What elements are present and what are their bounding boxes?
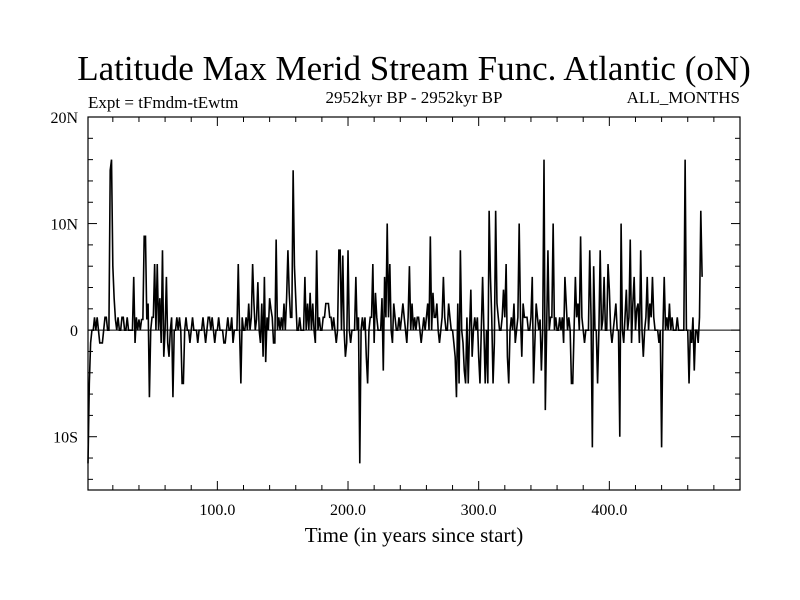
- chart-subtitle-right: ALL_MONTHS: [627, 88, 740, 107]
- x-tick-label: 400.0: [591, 502, 627, 519]
- x-tick-label: 200.0: [330, 502, 366, 519]
- chart-title: Latitude Max Merid Stream Func. Atlantic…: [77, 49, 751, 88]
- plot-area: 100.0 200.0 300.0 400.0 20N 10N 0 10S: [50, 110, 741, 519]
- y-tick-label: 10N: [50, 217, 78, 234]
- chart-subtitle-left: Expt = tFmdm-tEwtm: [88, 93, 238, 112]
- y-tick-label: 0: [70, 323, 78, 340]
- y-tick-label: 10S: [53, 430, 78, 447]
- plot-frame: [87, 116, 741, 491]
- series-line: [87, 159, 703, 464]
- y-tick-label: 20N: [50, 110, 78, 127]
- x-axis-label: Time (in years since start): [305, 523, 524, 547]
- x-tick-label: 100.0: [199, 502, 235, 519]
- x-tick-label: 300.0: [461, 502, 497, 519]
- chart-subtitle-center: 2952kyr BP - 2952kyr BP: [326, 88, 503, 107]
